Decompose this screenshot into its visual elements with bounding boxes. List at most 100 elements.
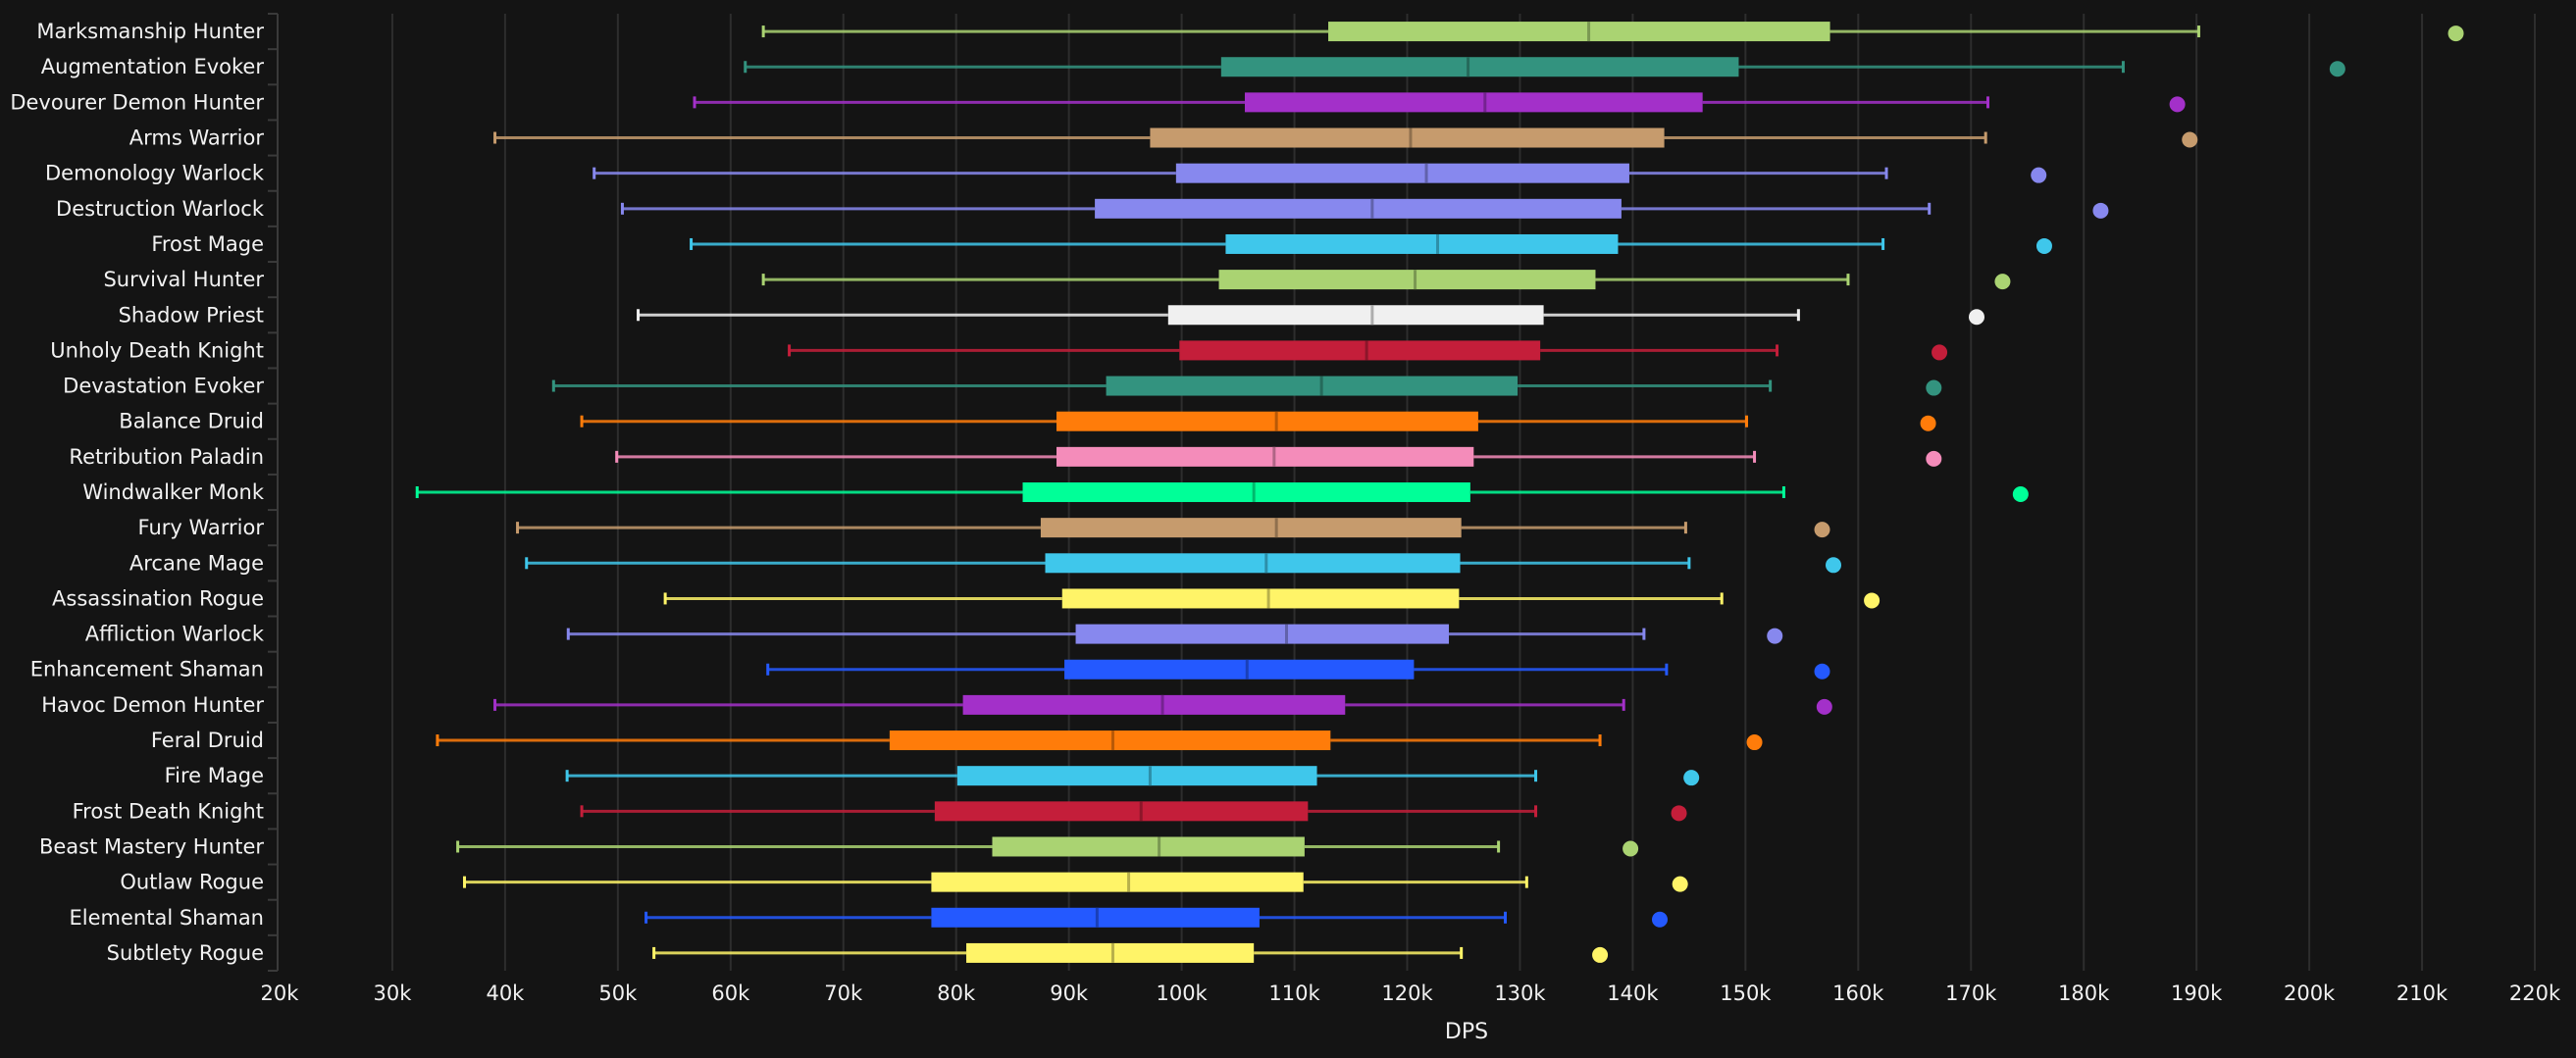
- category-label: Devourer Demon Hunter: [10, 90, 264, 114]
- category-label: Devastation Evoker: [63, 375, 264, 398]
- box-row: Havoc Demon Hunter: [41, 693, 1832, 717]
- category-label: Fire Mage: [165, 764, 264, 787]
- iqr-box: [1167, 305, 1544, 326]
- category-label: Survival Hunter: [103, 268, 264, 291]
- max-point: [1920, 415, 1936, 431]
- category-label: Retribution Paladin: [69, 445, 264, 469]
- iqr-box: [1040, 518, 1462, 538]
- max-point: [2182, 131, 2198, 148]
- max-point: [1671, 805, 1687, 822]
- x-tick-label: 50k: [598, 982, 638, 1005]
- category-label: Arcane Mage: [129, 551, 264, 575]
- iqr-box: [889, 731, 1331, 751]
- iqr-box: [1022, 482, 1470, 502]
- iqr-box: [1244, 92, 1703, 113]
- box-row: Marksmanship Hunter: [36, 20, 2464, 43]
- category-label: Arms Warrior: [129, 126, 265, 150]
- max-point: [1968, 309, 1984, 326]
- category-label: Unholy Death Knight: [50, 338, 264, 362]
- box-row: Affliction Warlock: [85, 623, 1783, 646]
- category-label: Marksmanship Hunter: [36, 20, 264, 43]
- category-label: Outlaw Rogue: [120, 871, 264, 894]
- box-row: Unholy Death Knight: [50, 338, 1948, 362]
- max-point: [2092, 202, 2109, 219]
- category-label: Beast Mastery Hunter: [39, 834, 264, 858]
- iqr-box: [1075, 624, 1450, 644]
- max-point: [1926, 379, 1942, 396]
- box-row: Subtlety Rogue: [107, 941, 1609, 965]
- box-row: Retribution Paladin: [69, 445, 1942, 469]
- x-tick-label: 130k: [1494, 982, 1546, 1005]
- iqr-box: [1106, 376, 1519, 396]
- iqr-box: [956, 766, 1317, 786]
- box-row: Devourer Demon Hunter: [10, 90, 2186, 114]
- x-tick-label: 210k: [2396, 982, 2448, 1005]
- iqr-box: [1150, 127, 1665, 148]
- x-tick-label: 150k: [1720, 982, 1772, 1005]
- max-point: [2169, 96, 2186, 113]
- max-point: [1932, 344, 1948, 361]
- max-point: [2447, 25, 2464, 42]
- iqr-box: [1225, 233, 1619, 254]
- max-point: [1672, 876, 1688, 892]
- box-row: Beast Mastery Hunter: [39, 834, 1639, 858]
- category-label: Affliction Warlock: [85, 623, 265, 646]
- iqr-box: [1064, 659, 1415, 680]
- x-tick-label: 190k: [2171, 982, 2223, 1005]
- max-point: [1926, 450, 1942, 467]
- iqr-box: [1218, 270, 1596, 290]
- x-tick-label: 40k: [486, 982, 525, 1005]
- category-label: Demonology Warlock: [45, 162, 265, 185]
- iqr-box: [1328, 22, 1830, 42]
- x-tick-label: 70k: [824, 982, 863, 1005]
- x-tick-label: 140k: [1607, 982, 1659, 1005]
- category-label: Fury Warrior: [138, 516, 265, 539]
- x-tick-label: 90k: [1050, 982, 1089, 1005]
- box-row: Fire Mage: [165, 764, 1700, 787]
- max-point: [1814, 522, 1830, 538]
- box-row: Feral Druid: [151, 729, 1763, 752]
- x-tick-label: 80k: [937, 982, 976, 1005]
- box-row: Demonology Warlock: [45, 162, 2047, 185]
- box-row: Balance Druid: [119, 410, 1936, 433]
- x-axis-ticks: 20k 30k 40k 50k 60k 70k 80k 90k 100k 110k 120k 130k…: [261, 982, 2561, 1005]
- x-tick-label: 30k: [374, 982, 413, 1005]
- iqr-box: [1045, 553, 1461, 574]
- iqr-box: [1175, 163, 1629, 183]
- max-point: [1767, 628, 1783, 644]
- max-point: [1651, 911, 1668, 928]
- iqr-box: [966, 942, 1255, 963]
- iqr-box: [1220, 57, 1739, 77]
- x-tick-label: 200k: [2284, 982, 2336, 1005]
- box-row: Arcane Mage: [129, 551, 1842, 575]
- iqr-box: [1095, 198, 1622, 219]
- iqr-box: [962, 694, 1346, 715]
- max-point: [2035, 237, 2052, 254]
- box-row: Windwalker Monk: [82, 480, 2029, 504]
- y-axis: [268, 13, 279, 972]
- x-tick-label: 100k: [1156, 982, 1208, 1005]
- max-point: [2329, 61, 2345, 77]
- category-label: Havoc Demon Hunter: [41, 693, 264, 717]
- iqr-box: [992, 836, 1305, 857]
- category-label: Enhancement Shaman: [30, 658, 264, 681]
- max-point: [1816, 698, 1832, 715]
- x-tick-label: 220k: [2509, 982, 2561, 1005]
- category-label: Augmentation Evoker: [41, 55, 265, 78]
- x-tick-label: 120k: [1381, 982, 1433, 1005]
- box-row: Destruction Warlock: [56, 197, 2109, 221]
- iqr-box: [931, 907, 1260, 928]
- category-label: Frost Mage: [151, 232, 264, 256]
- iqr-box: [1056, 446, 1474, 467]
- x-tick-label: 60k: [711, 982, 750, 1005]
- max-point: [2012, 486, 2029, 502]
- iqr-box: [1061, 588, 1460, 609]
- max-point: [1826, 557, 1842, 574]
- iqr-box: [931, 872, 1304, 892]
- x-tick-label: 160k: [1832, 982, 1884, 1005]
- category-label: Assassination Rogue: [52, 586, 264, 610]
- box-row: Survival Hunter: [103, 268, 2011, 291]
- max-point: [2031, 167, 2047, 183]
- box-row: Arms Warrior: [129, 126, 2198, 150]
- max-point: [1746, 734, 1763, 751]
